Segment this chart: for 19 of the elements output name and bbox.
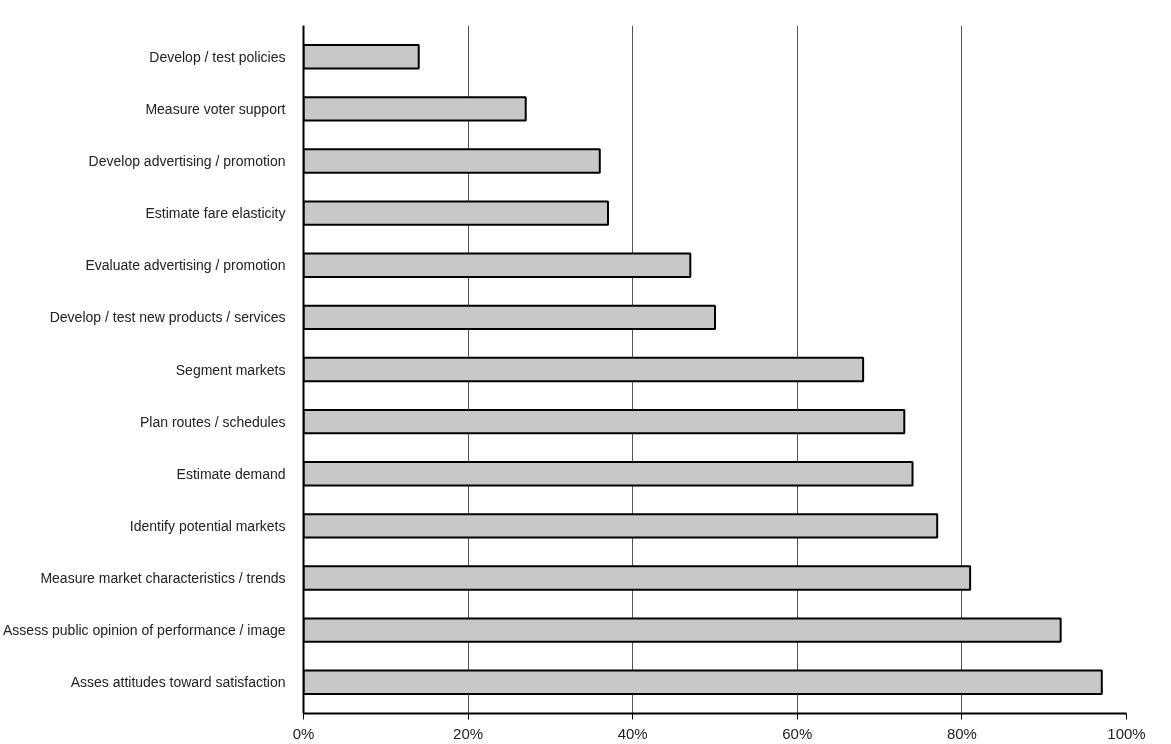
- y-tick-label: Estimate demand: [176, 465, 286, 482]
- y-tick-label: Estimate fare elasticity: [145, 205, 286, 222]
- y-tick-label: Assess public opinion of performance / image: [3, 622, 286, 639]
- x-tick-label: 60%: [782, 724, 813, 742]
- x-tick-label: 100%: [1107, 724, 1146, 742]
- x-tick-label: 40%: [617, 724, 648, 742]
- x-tick-label: 0%: [292, 724, 315, 742]
- y-tick-label: Develop advertising / promotion: [88, 153, 286, 170]
- y-tick-label: Develop / test new products / services: [49, 309, 286, 326]
- y-tick-label: Measure voter support: [145, 100, 286, 117]
- y-tick-label: Evaluate advertising / promotion: [85, 257, 286, 274]
- y-tick-label: Measure market characteristics / trends: [40, 569, 286, 586]
- y-tick-label: Develop / test policies: [149, 48, 286, 65]
- x-tick-label: 80%: [946, 724, 977, 742]
- y-tick-label: Segment markets: [175, 361, 286, 378]
- y-tick-label: Asses attitudes toward satisfaction: [70, 674, 286, 691]
- y-tick-label: Identify potential markets: [129, 517, 286, 534]
- x-tick-label: 20%: [453, 724, 484, 742]
- y-tick-label: Plan routes / schedules: [139, 413, 286, 430]
